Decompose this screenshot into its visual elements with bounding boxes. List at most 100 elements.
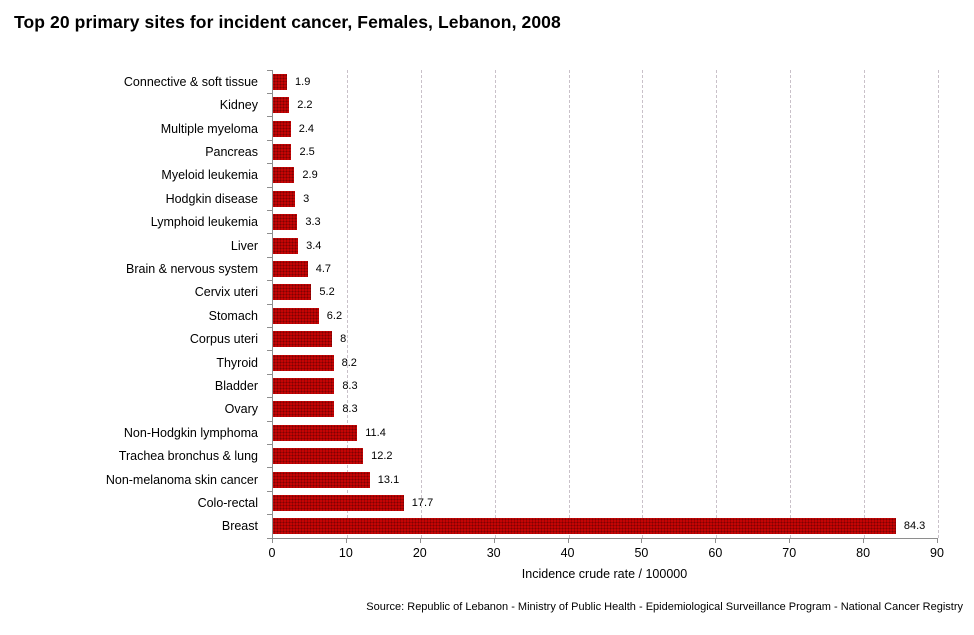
- category-label: Hodgkin disease: [165, 191, 258, 206]
- x-tick-mark: [789, 538, 791, 543]
- category-label: Stomach: [208, 308, 258, 323]
- category-label: Myeloid leukemia: [161, 168, 258, 183]
- bar-brain-nervous-system: [273, 260, 308, 277]
- bar-value-label: 13.1: [377, 473, 400, 486]
- bar-row: 11.4: [273, 421, 938, 444]
- category-label: Kidney: [219, 98, 258, 113]
- bar-hodgkin-disease: [273, 190, 296, 207]
- bar-value-label: 8.3: [342, 403, 358, 416]
- x-tick-label: 0: [268, 546, 276, 560]
- bar-non-hodgkin-lymphoma: [273, 424, 358, 441]
- y-tick-mark: [267, 373, 273, 375]
- bar-row: 8.3: [273, 398, 938, 421]
- y-tick-mark: [267, 69, 273, 71]
- bar-row: 8.2: [273, 351, 938, 374]
- bar-multiple-myeloma: [273, 120, 291, 137]
- y-tick-mark: [267, 420, 273, 422]
- bar-non-melanoma-skin-cancer: [273, 471, 370, 488]
- bar-row: 4.7: [273, 257, 938, 280]
- bar-value-label: 3: [303, 192, 310, 205]
- bar-value-label: 8: [340, 333, 347, 346]
- gridline: [568, 70, 570, 538]
- y-tick-mark: [267, 233, 273, 235]
- bar-value-label: 5.2: [319, 286, 335, 299]
- bar-myeloid-leukemia: [273, 167, 295, 184]
- bar-row: 2.5: [273, 140, 938, 163]
- category-label: Connective & soft tissue: [123, 74, 258, 89]
- y-tick-mark: [267, 537, 273, 539]
- bar-row: 84.3: [273, 515, 938, 538]
- chart-title: Top 20 primary sites for incident cancer…: [14, 12, 561, 32]
- gridline: [420, 70, 422, 538]
- category-label: Thyroid: [216, 355, 258, 370]
- bar-colo-rectal: [273, 495, 404, 512]
- category-label: Non-melanoma skin cancer: [105, 472, 258, 487]
- x-axis-tick-labels: 0 10 20 30 40 50 60 70 80 90: [268, 546, 944, 562]
- y-tick-mark: [267, 280, 273, 282]
- bar-value-label: 4.7: [315, 262, 332, 275]
- bar-value-label: 84.3: [903, 520, 926, 533]
- y-tick-mark: [267, 92, 273, 94]
- y-tick-mark: [267, 163, 273, 165]
- category-label: Liver: [230, 238, 258, 253]
- y-tick-mark: [267, 397, 273, 399]
- bar-value-label: 2.9: [302, 169, 318, 182]
- gridline: [716, 70, 718, 538]
- source-note: Source: Republic of Lebanon - Ministry o…: [366, 601, 963, 613]
- y-tick-mark: [267, 514, 273, 516]
- gridline: [790, 70, 792, 538]
- bar-value-label: 2.4: [298, 122, 315, 135]
- bar-row: 6.2: [273, 304, 938, 327]
- category-label: Trachea bronchus & lung: [118, 449, 258, 464]
- category-label: Brain & nervous system: [126, 261, 258, 276]
- y-tick-mark: [267, 209, 273, 211]
- y-tick-mark: [267, 139, 273, 141]
- bar-liver: [273, 237, 299, 254]
- bar-value-label: 12.2: [371, 450, 393, 463]
- bar-value-label: 8.3: [342, 379, 358, 392]
- x-tick-label: 40: [560, 546, 575, 560]
- gridline: [494, 70, 496, 538]
- bar-corpus-uteri: [273, 331, 333, 348]
- bar-value-label: 8.2: [341, 356, 357, 369]
- x-tick-label: 10: [338, 546, 353, 560]
- bar-row: 2.2: [273, 93, 938, 116]
- category-label: Lymphoid leukemia: [150, 215, 258, 230]
- bar-value-label: 3.3: [305, 216, 321, 229]
- y-tick-mark: [267, 326, 273, 328]
- x-tick-mark: [345, 538, 347, 543]
- y-tick-mark: [267, 467, 273, 469]
- plot-area: 1.9 2.2 2.4 2.5 2.9 3 3.3 3.4 4.7 5.2 6.2 8 8.2 8.3 8.…: [267, 69, 939, 543]
- x-tick-mark: [419, 538, 421, 543]
- bar-thyroid: [273, 354, 334, 371]
- category-label: Pancreas: [205, 144, 258, 159]
- category-label: Corpus uteri: [189, 332, 258, 347]
- x-tick-label: 70: [782, 546, 797, 560]
- category-label: Bladder: [214, 378, 258, 393]
- x-tick-mark: [493, 538, 495, 543]
- bar-row: 2.4: [273, 117, 938, 140]
- category-label: Breast: [221, 519, 258, 534]
- category-label: Cervix uteri: [194, 285, 258, 300]
- y-tick-mark: [267, 490, 273, 492]
- bar-breast: [273, 518, 896, 535]
- bar-stomach: [273, 307, 319, 324]
- category-label: Multiple myeloma: [160, 121, 258, 136]
- x-tick-label: 80: [856, 546, 871, 560]
- bar-value-label: 1.9: [295, 75, 311, 88]
- x-tick-mark: [715, 538, 717, 543]
- bar-cervix-uteri: [273, 284, 312, 301]
- bar-kidney: [273, 97, 290, 114]
- x-tick-mark: [937, 538, 938, 543]
- y-tick-mark: [267, 303, 273, 305]
- gridline: [864, 70, 866, 538]
- bar-row: 17.7: [273, 491, 938, 514]
- y-axis-category-labels: Connective & soft tissue Kidney Multiple m…: [0, 70, 258, 538]
- bar-trachea-bronchus-lung: [273, 448, 364, 465]
- gridline: [938, 70, 939, 538]
- x-tick-label: 50: [634, 546, 649, 560]
- x-tick-label: 20: [412, 546, 427, 560]
- bar-row: 13.1: [273, 468, 938, 491]
- bar-value-label: 2.5: [299, 145, 315, 158]
